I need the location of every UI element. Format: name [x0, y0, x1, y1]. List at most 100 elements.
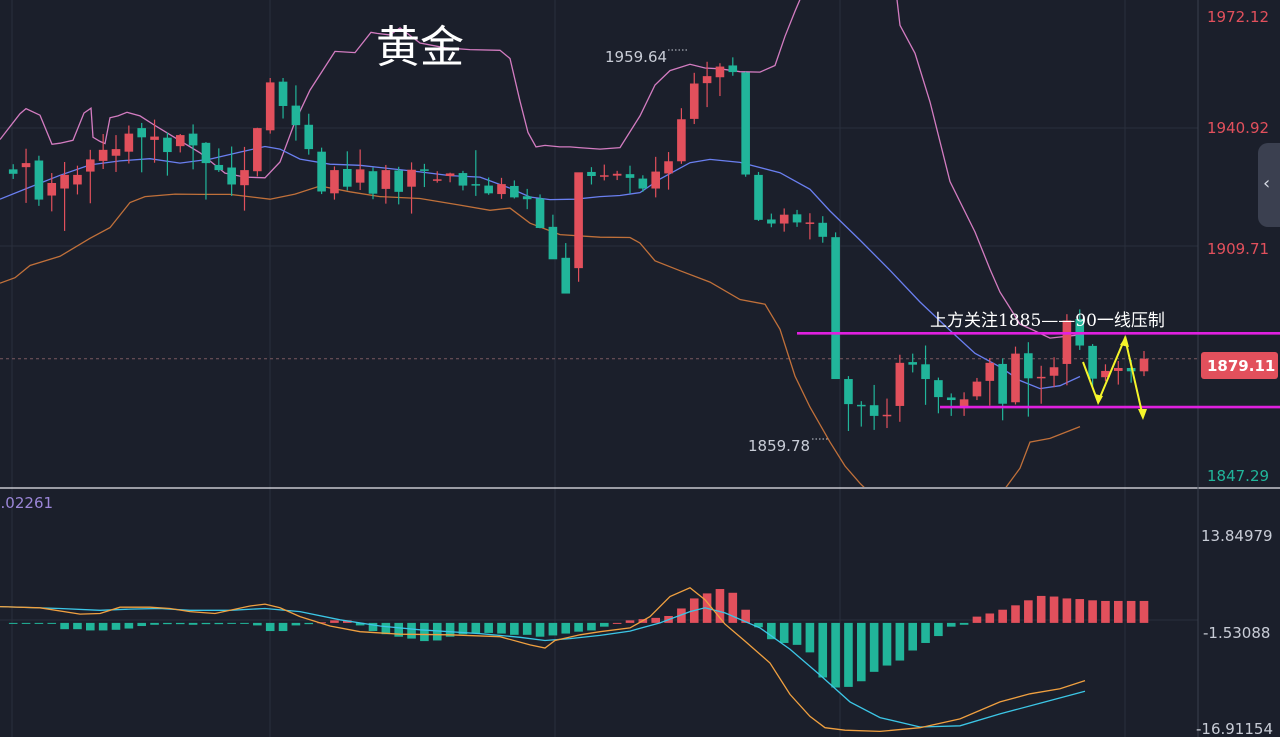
- macd-histogram-bar: [831, 622, 840, 688]
- candle-body: [73, 174, 82, 185]
- macd-histogram-bar: [60, 622, 69, 630]
- macd-histogram-bar: [1088, 600, 1097, 623]
- macd-histogram-bar: [805, 622, 815, 653]
- candle-body: [857, 404, 866, 407]
- candle-body: [1011, 353, 1020, 403]
- candle-body: [201, 142, 211, 164]
- candle-body: [1126, 367, 1136, 372]
- candle-body: [921, 364, 930, 380]
- macd-histogram-bar: [561, 622, 571, 634]
- candle-body: [304, 124, 314, 150]
- low-price-label: 1859.78: [748, 437, 810, 455]
- candle-body: [432, 179, 442, 181]
- macd-histogram-bar: [343, 620, 352, 623]
- macd-tick: 13.84979: [1201, 527, 1273, 545]
- candle-body: [535, 198, 545, 228]
- candle-body: [959, 399, 969, 409]
- candle-body: [355, 169, 365, 183]
- macd-histogram-bar: [98, 622, 108, 631]
- macd-histogram-bar: [741, 609, 750, 623]
- macd-axis[interactable]: 5.02261 13.84979 -1.53088 -16.91154: [0, 494, 1273, 737]
- macd-histogram-bar: [934, 622, 943, 637]
- candle-body: [8, 169, 18, 174]
- macd-histogram-bar: [34, 622, 44, 624]
- macd-histogram-bar: [600, 622, 609, 627]
- candle-body: [407, 169, 416, 187]
- candle-body: [548, 226, 558, 260]
- chart-title: 黄金: [376, 22, 464, 73]
- macd-histogram-bar: [137, 622, 146, 627]
- candle-body: [163, 137, 172, 153]
- macd-histogram-bar: [227, 622, 236, 624]
- candle-body: [86, 159, 95, 172]
- macd-histogram-bar: [394, 622, 403, 637]
- candle-body: [265, 82, 275, 131]
- candle-body: [677, 119, 686, 162]
- candle-body: [420, 169, 429, 171]
- macd-histogram-bar: [278, 622, 288, 632]
- candle-body: [638, 178, 648, 189]
- macd-histogram-bar: [381, 622, 391, 635]
- candle-body: [1139, 358, 1149, 372]
- arrow-head-icon: [1095, 394, 1103, 405]
- candle-body: [124, 133, 134, 152]
- macd-histogram-bar: [792, 622, 802, 645]
- high-price-label: 1959.64: [605, 48, 667, 66]
- arrow-head-icon: [1138, 409, 1147, 420]
- price-axis[interactable]: 1972.12 1940.92 1909.71 1879.11 1847.29: [1201, 8, 1278, 485]
- macd-histogram-bar: [73, 622, 82, 630]
- macd-histogram-bar: [253, 622, 262, 626]
- macd-dea-line: [0, 605, 1086, 728]
- candle-body: [612, 173, 622, 176]
- macd-histogram-bar: [535, 622, 545, 637]
- macd-histogram-bar: [677, 608, 686, 623]
- candle-body: [946, 397, 956, 401]
- candle-body: [651, 171, 660, 189]
- candle-body: [471, 184, 481, 186]
- candle-body: [805, 222, 815, 224]
- candle-body: [818, 222, 828, 237]
- candle-body: [998, 363, 1007, 404]
- candle-body: [1049, 367, 1059, 376]
- macd-histogram-bar: [47, 622, 57, 624]
- macd-histogram-bar: [111, 622, 121, 630]
- candle-body: [600, 175, 609, 177]
- candle-body: [343, 169, 352, 187]
- macd-tick: -16.91154: [1196, 720, 1273, 737]
- candle-body: [253, 128, 262, 172]
- candle-body: [869, 405, 879, 416]
- candle-body: [728, 65, 738, 73]
- arrow-head-icon: [1120, 336, 1129, 347]
- macd-histogram-bar: [651, 617, 660, 623]
- candle-body: [767, 219, 776, 224]
- boll-lower-line: [0, 185, 1081, 487]
- macd-histogram-bar: [985, 613, 995, 623]
- candle-body: [895, 362, 905, 406]
- price-tick: 1909.71: [1207, 240, 1269, 258]
- macd-histogram-bar: [728, 592, 738, 623]
- candle-body: [458, 173, 468, 186]
- candle-body: [60, 174, 69, 189]
- macd-histogram-bar: [1075, 599, 1085, 623]
- candle-body: [394, 170, 403, 192]
- macd-histogram-bar: [432, 622, 442, 641]
- macd-histogram-bar: [86, 622, 95, 631]
- candle-body: [1114, 367, 1123, 371]
- candle-body: [484, 185, 493, 194]
- macd-tick: -1.53088: [1203, 624, 1270, 642]
- collapse-panel-button[interactable]: ‹: [1258, 143, 1280, 227]
- macd-histogram-bar: [1049, 596, 1059, 623]
- current-price-tag: [1201, 352, 1278, 379]
- macd-histogram-bar: [304, 622, 314, 625]
- candle-body: [21, 163, 31, 168]
- macd-histogram-bar: [21, 622, 31, 624]
- macd-histogram-bar: [1126, 600, 1136, 623]
- candle-body: [445, 173, 455, 177]
- macd-histogram-bar: [330, 620, 339, 623]
- macd-histogram-bar: [779, 622, 789, 643]
- macd-histogram-bar: [946, 622, 956, 627]
- macd-histogram-bar: [574, 622, 583, 632]
- macd-histogram-bar: [844, 622, 853, 687]
- candle-body: [985, 362, 995, 381]
